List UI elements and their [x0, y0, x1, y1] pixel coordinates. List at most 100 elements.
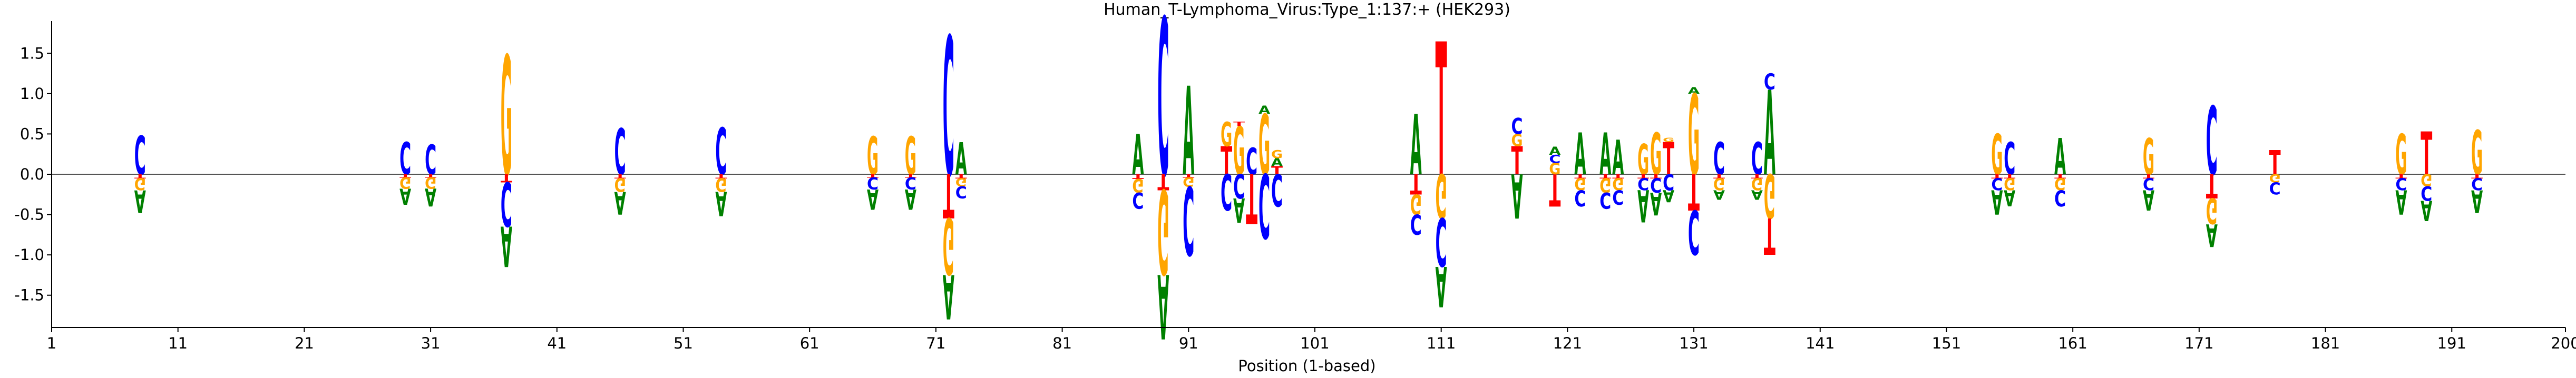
letter-t: T — [1637, 173, 1649, 179]
svg-text:A: A — [1713, 187, 1725, 202]
svg-text:A: A — [1271, 156, 1283, 169]
svg-text:A: A — [1233, 191, 1245, 230]
svg-text:C: C — [1246, 141, 1257, 183]
svg-text:G: G — [1258, 98, 1270, 195]
svg-text:G: G — [1713, 174, 1725, 194]
svg-text:A: A — [1574, 121, 1586, 188]
svg-text:T: T — [134, 173, 146, 179]
letter-a: A — [1713, 187, 1725, 202]
svg-text:C: C — [1991, 174, 2003, 194]
svg-text:A: A — [905, 183, 916, 215]
svg-text:T: T — [1637, 173, 1649, 179]
x-tick-label: 21 — [295, 334, 314, 352]
letter-c: C — [2206, 88, 2218, 197]
letter-t: T — [1157, 169, 1169, 195]
svg-text:T: T — [1663, 133, 1674, 185]
svg-text:A: A — [1764, 67, 1775, 202]
svg-text:T: T — [867, 173, 879, 178]
svg-text:C: C — [2004, 133, 2015, 185]
svg-text:G: G — [1764, 160, 1775, 230]
letter-a: A — [2143, 184, 2154, 216]
letter-g: G — [1599, 174, 1611, 197]
svg-text:G: G — [2269, 172, 2281, 184]
svg-text:T: T — [1436, 5, 1447, 218]
svg-text:C: C — [2054, 185, 2066, 211]
letter-a: A — [1637, 180, 1649, 232]
letter-t: T — [943, 160, 954, 230]
letter-a: A — [715, 184, 727, 223]
letter-g: G — [1221, 115, 1232, 154]
letter-c: C — [715, 116, 727, 190]
letter-a: A — [614, 184, 626, 220]
x-tick-label: 141 — [1806, 334, 1835, 352]
svg-text:G: G — [1271, 148, 1283, 161]
svg-text:C: C — [2395, 174, 2407, 194]
letter-a: A — [943, 261, 954, 331]
y-axis: -1.5 -1.0 -0.5 0.0 0.5 1.0 1.5 — [14, 21, 52, 327]
letter-t: T — [1663, 133, 1674, 185]
svg-text:T: T — [1183, 173, 1194, 178]
svg-text:G: G — [425, 174, 436, 192]
letter-c: C — [1132, 187, 1144, 213]
svg-text:C: C — [867, 173, 879, 193]
svg-text:A: A — [2004, 185, 2015, 211]
letter-c: C — [1991, 174, 2003, 194]
letter-c: C — [2395, 174, 2407, 194]
letter-c: C — [1246, 141, 1257, 183]
letter-g: G — [501, 23, 512, 213]
letter-a: A — [2004, 185, 2015, 211]
letter-c: C — [1410, 208, 1422, 240]
letter-t: T — [1549, 164, 1560, 215]
svg-text:G: G — [1183, 174, 1194, 190]
letter-t: T — [1132, 173, 1144, 181]
svg-text:G: G — [715, 174, 727, 196]
letter-g: G — [2471, 118, 2483, 189]
logo-column: TGC — [1221, 115, 1232, 221]
svg-text:T: T — [1246, 158, 1257, 237]
svg-text:T: T — [1612, 173, 1624, 179]
svg-text:T: T — [2206, 166, 2218, 205]
letter-c: C — [1650, 174, 1662, 197]
svg-text:A: A — [614, 184, 626, 220]
letter-t: T — [2054, 173, 2066, 179]
svg-text:T: T — [2054, 173, 2066, 179]
y-tick-label: 0.5 — [20, 125, 44, 143]
letter-a: A — [2395, 183, 2407, 222]
letter-t: T — [2269, 143, 2281, 182]
svg-text:A: A — [2421, 194, 2432, 226]
letter-t: T — [955, 173, 967, 179]
logo-column: CT — [1246, 141, 1257, 237]
svg-text:C: C — [1233, 166, 1245, 205]
svg-text:C: C — [1751, 133, 1763, 185]
letter-a: A — [2471, 183, 2483, 218]
svg-text:T: T — [614, 173, 626, 179]
svg-text:G: G — [867, 127, 879, 187]
letter-g: G — [1549, 160, 1560, 178]
y-tick-label: -1.5 — [14, 286, 44, 304]
svg-text:A: A — [1688, 85, 1700, 96]
svg-text:C: C — [1688, 196, 1700, 266]
letter-c: C — [1688, 196, 1700, 266]
letter-a: A — [2421, 194, 2432, 226]
letter-a: A — [1612, 131, 1624, 186]
svg-text:C: C — [1549, 153, 1560, 165]
letter-c: C — [1612, 186, 1624, 209]
letter-t: T — [2421, 120, 2432, 188]
letter-a: A — [2054, 128, 2066, 186]
svg-text:T: T — [1511, 138, 1523, 183]
x-tick-label: 61 — [800, 334, 819, 352]
svg-text:C: C — [1612, 186, 1624, 209]
x-axis: 1 11 21 31 41 51 61 71 81 91 101 111 121 131 141 151 161… — [47, 327, 2576, 352]
x-tick-label: 200 — [2551, 334, 2576, 352]
letter-a: A — [1650, 185, 1662, 221]
letter-g: G — [2395, 124, 2407, 188]
letter-a: A — [1410, 98, 1422, 195]
letter-t: T — [715, 173, 727, 179]
letter-c: C — [2421, 182, 2432, 205]
